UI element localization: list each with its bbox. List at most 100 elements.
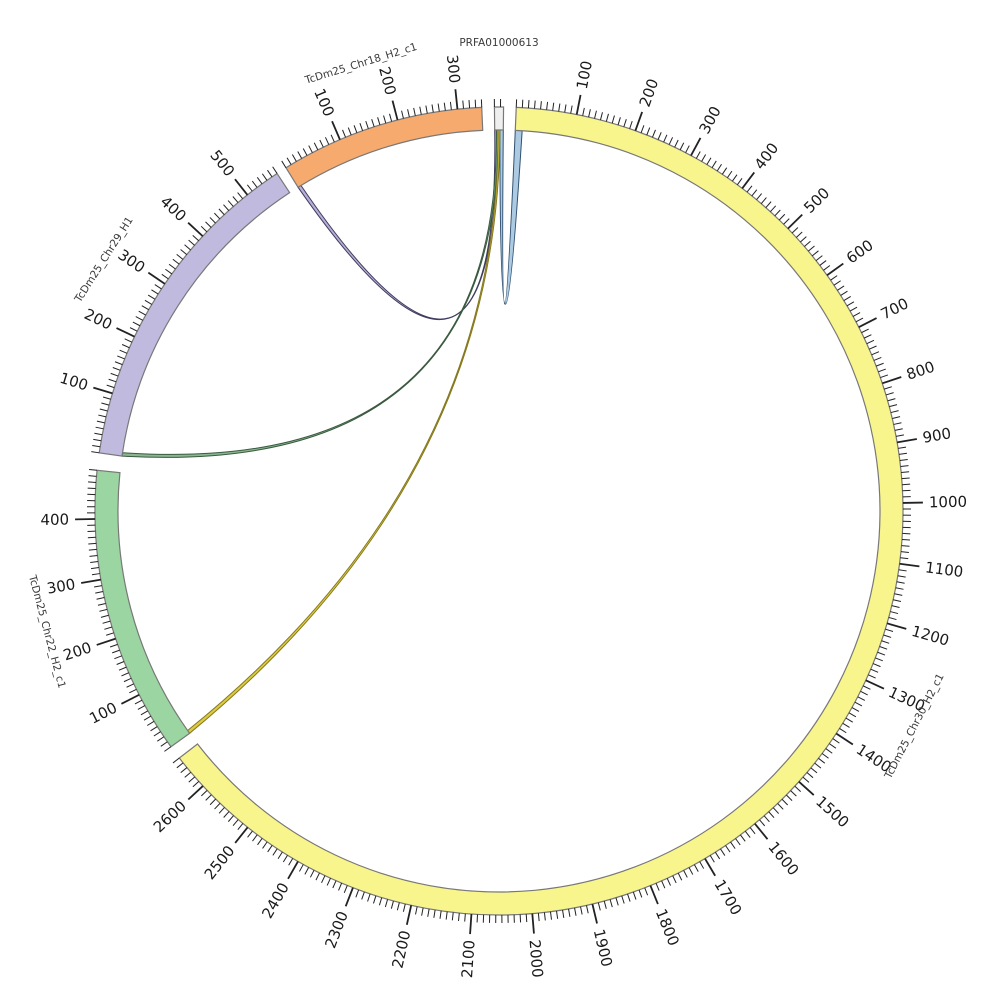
minor-tick [227,815,234,822]
minor-tick [599,112,603,121]
major-tick [391,100,399,121]
major-tick [116,327,135,338]
major-tick [93,386,113,395]
minor-tick [657,132,662,140]
minor-tick [699,861,705,869]
minor-tick [319,139,324,148]
minor-tick [89,554,98,557]
minor-tick [525,914,528,923]
minor-tick [237,823,244,830]
minor-tick [716,163,722,172]
minor-tick [214,212,221,220]
minor-tick [95,426,104,430]
minor-tick [272,848,278,856]
minor-tick [449,101,452,110]
minor-tick [267,169,273,178]
minor-tick [132,321,141,327]
minor-tick [104,626,113,630]
minor-tick [781,798,789,806]
major-tick [886,622,907,630]
minor-tick [96,420,105,424]
minor-tick [901,477,910,480]
minor-tick [116,661,125,665]
minor-tick [468,100,471,109]
minor-tick [887,398,896,402]
minor-tick [627,893,631,902]
minor-tick [842,722,850,728]
minor-tick [308,145,313,153]
minor-tick [146,720,155,726]
minor-tick [861,328,869,334]
minor-tick [313,142,319,151]
minor-tick [302,148,308,156]
minor-tick [137,705,146,710]
minor-tick [617,117,621,126]
minor-tick [677,872,683,881]
minor-tick [875,657,883,662]
minor-tick [674,139,679,148]
minor-tick [585,905,589,914]
minor-tick [897,575,906,578]
minor-tick [90,561,99,563]
minor-tick [180,249,188,256]
minor-tick [527,100,530,109]
minor-tick [251,180,258,188]
minor-tick [672,875,677,884]
minor-tick [205,794,212,801]
minor-tick [257,838,263,846]
minor-tick [209,217,216,224]
minor-tick [161,273,169,280]
minor-tick [164,746,172,752]
minor-tick [359,123,364,131]
minor-tick [87,536,96,539]
minor-tick [562,909,565,918]
tick-label: 2100 [458,939,479,978]
minor-tick [845,717,854,723]
minor-tick [332,880,337,889]
minor-tick [806,772,814,779]
minor-tick [157,736,165,742]
minor-tick [833,280,841,286]
minor-tick [735,838,741,846]
minor-tick [706,157,712,165]
minor-tick [402,903,406,912]
minor-tick [172,757,180,764]
minor-tick [114,655,123,660]
minor-tick [192,781,200,788]
minor-tick [324,137,330,145]
segment-band [178,106,904,916]
minor-tick [898,569,907,572]
minor-tick [129,327,138,332]
minor-tick [852,312,861,317]
major-tick [649,885,659,905]
segment-band [94,469,191,748]
minor-tick [621,895,625,904]
minor-tick [192,235,200,242]
minor-tick [112,649,120,654]
minor-tick [760,197,767,204]
minor-tick [150,726,158,732]
minor-tick [246,184,253,192]
minor-tick [896,581,905,584]
minor-tick [188,776,196,783]
minor-tick [894,593,903,596]
minor-tick [413,107,416,116]
minor-tick [458,912,460,922]
minor-tick [777,803,784,810]
major-tick [741,171,755,189]
minor-tick [124,338,133,343]
minor-tick [877,651,886,656]
minor-tick [902,483,911,486]
minor-tick [106,632,114,636]
minor-tick [646,127,651,136]
minor-tick [736,178,743,186]
minor-tick [298,864,304,872]
major-tick [704,858,716,877]
minor-tick [89,469,98,471]
minor-tick [868,345,877,350]
minor-tick [355,889,360,898]
minor-tick [367,893,371,902]
tick-label: 1000 [929,493,968,512]
minor-tick [640,125,645,133]
